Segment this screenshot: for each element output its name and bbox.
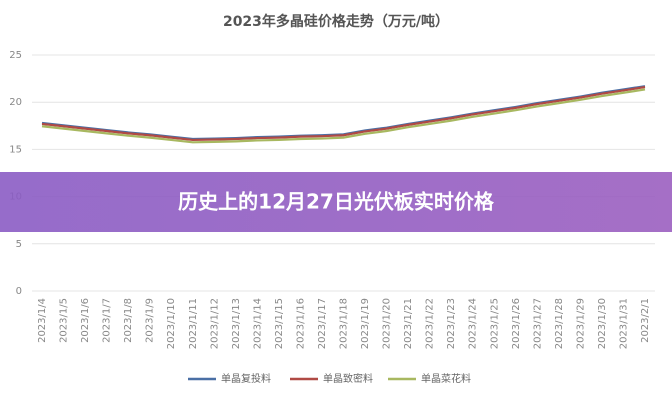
x-tick-label: 2023/1/5 [59,298,70,343]
x-tick-label: 2023/1/6 [80,298,91,343]
x-tick-label: 2023/1/18 [339,298,350,349]
x-tick-label: 2023/1/30 [597,298,608,349]
x-tick-label: 2023/1/8 [123,298,134,343]
series-line [41,88,646,144]
series-line [41,86,646,142]
y-tick-label: 15 [9,144,22,155]
legend-label: 单晶致密料 [323,372,373,385]
x-tick-label: 2023/1/7 [102,298,113,343]
banner-band [0,172,672,232]
x-tick-label: 2023/1/26 [511,298,522,349]
x-tick-label: 2023/1/28 [554,298,565,349]
x-tick-label: 2023/1/14 [252,298,263,349]
x-tick-label: 2023/1/9 [145,298,156,343]
x-tick-label: 2023/1/10 [166,298,177,349]
x-tick-label: 2023/1/15 [274,298,285,349]
x-tick-label: 2023/1/12 [209,298,220,349]
y-tick-label: 5 [16,239,22,250]
x-tick-label: 2023/1/23 [446,298,457,349]
x-tick-label: 2023/1/31 [618,298,629,349]
x-tick-label: 2023/2/1 [640,298,651,343]
y-tick-label: 0 [16,286,22,297]
x-tick-label: 2023/1/27 [532,298,543,349]
x-tick-label: 2023/1/16 [295,298,306,349]
x-tick-label: 2023/1/21 [403,298,414,349]
x-tick-label: 2023/1/29 [575,298,586,349]
y-tick-label: 20 [9,97,22,108]
legend-label: 单晶菜花料 [421,372,471,385]
x-tick-label: 2023/1/17 [317,298,328,349]
y-tick-label: 25 [9,50,22,61]
series-line [41,85,646,141]
x-tick-label: 2023/1/4 [37,298,48,343]
x-tick-label: 2023/1/11 [188,298,199,349]
x-tick-label: 2023/1/25 [489,298,500,349]
legend-label: 单晶复投料 [221,372,271,385]
x-tick-label: 2023/1/24 [468,298,479,349]
x-tick-label: 2023/1/22 [425,298,436,349]
x-tick-label: 2023/1/20 [382,298,393,349]
chart-title: 2023年多晶硅价格走势（万元/吨） [223,13,449,30]
banner-title: 历史上的12月27日光伏板实时价格 [178,190,495,214]
x-tick-label: 2023/1/13 [231,298,242,349]
x-tick-label: 2023/1/19 [360,298,371,349]
